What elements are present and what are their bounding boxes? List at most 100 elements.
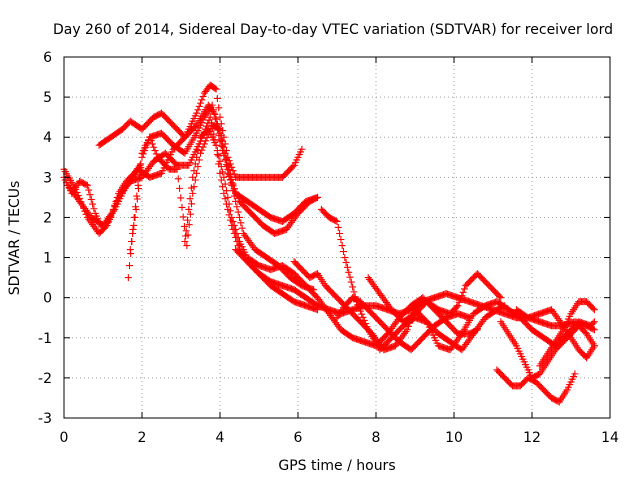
data-point <box>219 137 227 145</box>
series-track-2 <box>64 101 318 294</box>
data-point <box>496 292 503 300</box>
data-point <box>286 220 294 228</box>
data-point <box>589 304 597 312</box>
data-point <box>136 174 144 182</box>
data-point <box>234 234 242 241</box>
data-point <box>355 304 363 312</box>
data-point <box>358 310 366 318</box>
data-point <box>82 206 90 214</box>
data-point <box>239 229 247 237</box>
data-point <box>126 246 134 254</box>
data-point <box>215 152 223 160</box>
data-point <box>377 342 385 350</box>
data-point <box>475 323 483 331</box>
data-point <box>471 328 479 336</box>
data-point <box>126 262 134 270</box>
data-point <box>223 187 230 195</box>
data-point <box>189 173 197 181</box>
data-point <box>183 242 191 250</box>
data-point <box>210 109 218 117</box>
data-point <box>213 94 221 102</box>
data-point <box>148 140 156 148</box>
data-point <box>548 306 555 314</box>
series-track-10 <box>333 294 474 354</box>
data-point <box>379 293 386 301</box>
data-point <box>147 161 155 169</box>
data-point <box>398 333 406 341</box>
data-point <box>89 200 97 208</box>
data-point <box>382 299 390 307</box>
data-point <box>375 288 383 296</box>
data-point <box>376 290 384 298</box>
data-point <box>333 320 341 328</box>
data-point <box>150 143 158 151</box>
data-point <box>193 153 201 161</box>
data-point <box>314 294 321 302</box>
data-point <box>225 200 233 208</box>
data-point <box>337 236 345 244</box>
data-point <box>199 92 207 100</box>
data-point <box>549 307 557 315</box>
data-point <box>85 186 93 194</box>
data-point <box>371 333 379 341</box>
data-point <box>234 208 242 216</box>
data-point <box>190 167 198 175</box>
data-point <box>177 194 185 202</box>
data-point <box>334 322 342 330</box>
data-point <box>571 370 579 378</box>
data-point <box>341 254 349 262</box>
series-track-13 <box>497 318 598 382</box>
data-point <box>199 143 207 151</box>
data-point <box>197 99 204 107</box>
data-point <box>113 193 121 201</box>
data-point <box>233 229 241 237</box>
data-point <box>173 165 181 173</box>
data-point <box>184 216 191 224</box>
data-point <box>473 324 481 332</box>
data-point <box>210 106 217 114</box>
data-point <box>83 181 91 189</box>
data-point <box>372 284 380 292</box>
data-point <box>179 213 187 221</box>
data-point <box>194 106 202 114</box>
data-point <box>347 278 355 286</box>
data-point <box>191 160 199 168</box>
data-point <box>74 196 82 204</box>
data-point <box>230 221 238 229</box>
data-point <box>288 218 295 226</box>
axis-ticks <box>63 56 611 419</box>
data-point <box>289 163 297 171</box>
data-point <box>367 277 375 285</box>
data-point <box>345 268 353 276</box>
data-point <box>225 166 233 174</box>
data-point <box>377 291 385 299</box>
data-point <box>142 143 150 151</box>
data-point <box>247 240 255 248</box>
y-tick-label: 2 <box>43 210 52 226</box>
series-track-5 <box>126 121 321 254</box>
data-point <box>390 321 398 329</box>
data-point <box>198 96 206 104</box>
data-point <box>590 342 598 350</box>
data-point <box>226 171 234 179</box>
data-point <box>470 330 477 338</box>
grid <box>64 57 610 418</box>
data-point <box>83 208 91 216</box>
data-point <box>338 242 346 250</box>
data-point <box>402 328 410 336</box>
data-point <box>77 199 85 207</box>
data-point <box>187 184 195 192</box>
data-point <box>590 318 598 326</box>
data-point <box>220 143 228 151</box>
data-point <box>282 225 290 233</box>
data-point <box>501 302 509 310</box>
data-point <box>212 85 220 93</box>
data-point <box>460 342 468 350</box>
data-point <box>385 302 393 310</box>
chart-title: Day 260 of 2014, Sidereal Day-to-day VTE… <box>53 22 613 38</box>
data-point <box>590 306 598 314</box>
data-point <box>228 175 236 183</box>
x-tick-label: 12 <box>523 430 541 446</box>
data-point <box>224 161 232 169</box>
